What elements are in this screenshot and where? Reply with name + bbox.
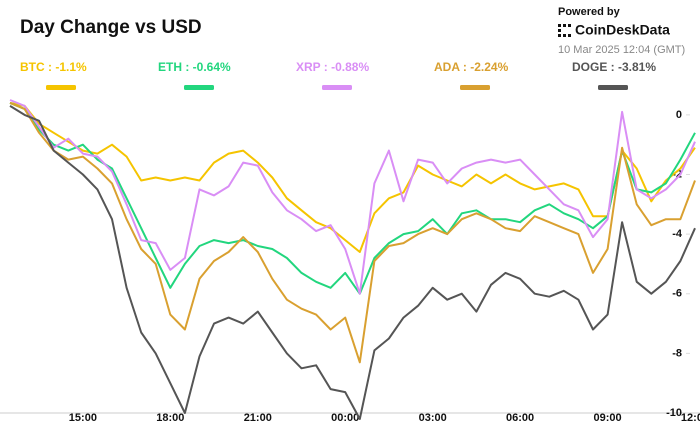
y-tick-label: -10 [666, 407, 682, 419]
y-tick-label: -4 [672, 228, 683, 240]
x-tick-label: 06:00 [506, 412, 534, 424]
legend-swatch [598, 85, 628, 90]
series-line [9, 99, 696, 295]
y-tick-label: -2 [672, 168, 682, 180]
chart-title: Day Change vs USD [20, 17, 202, 38]
x-tick-label: 12:00 [681, 412, 700, 424]
legend-swatch [184, 85, 214, 90]
legend-label: ETH : -0.64% [158, 60, 231, 74]
series-line [9, 101, 696, 253]
legend-label: XRP : -0.88% [296, 60, 369, 74]
legend-swatch [322, 85, 352, 90]
x-tick-label: 18:00 [156, 412, 184, 424]
brand-icon [558, 24, 571, 37]
y-tick-label: 0 [676, 109, 682, 121]
brand: CoinDeskData [575, 22, 670, 38]
series-line [9, 101, 696, 364]
series-line [9, 105, 696, 420]
y-tick-label: -8 [672, 347, 682, 359]
legend-label: ADA : -2.24% [434, 60, 509, 74]
x-tick-label: 21:00 [244, 412, 272, 424]
legend-swatch [46, 85, 76, 90]
y-tick-label: -6 [672, 288, 682, 300]
powered-by: Powered by [558, 6, 621, 18]
x-tick-label: 09:00 [593, 412, 621, 424]
x-tick-label: 03:00 [419, 412, 447, 424]
x-tick-label: 00:00 [331, 412, 359, 424]
legend-label: BTC : -1.1% [20, 60, 87, 74]
legend-label: DOGE : -3.81% [572, 60, 656, 74]
legend-swatch [460, 85, 490, 90]
timestamp: 10 Mar 2025 12:04 (GMT) [558, 44, 685, 56]
series-line [9, 101, 696, 295]
x-tick-label: 15:00 [69, 412, 97, 424]
